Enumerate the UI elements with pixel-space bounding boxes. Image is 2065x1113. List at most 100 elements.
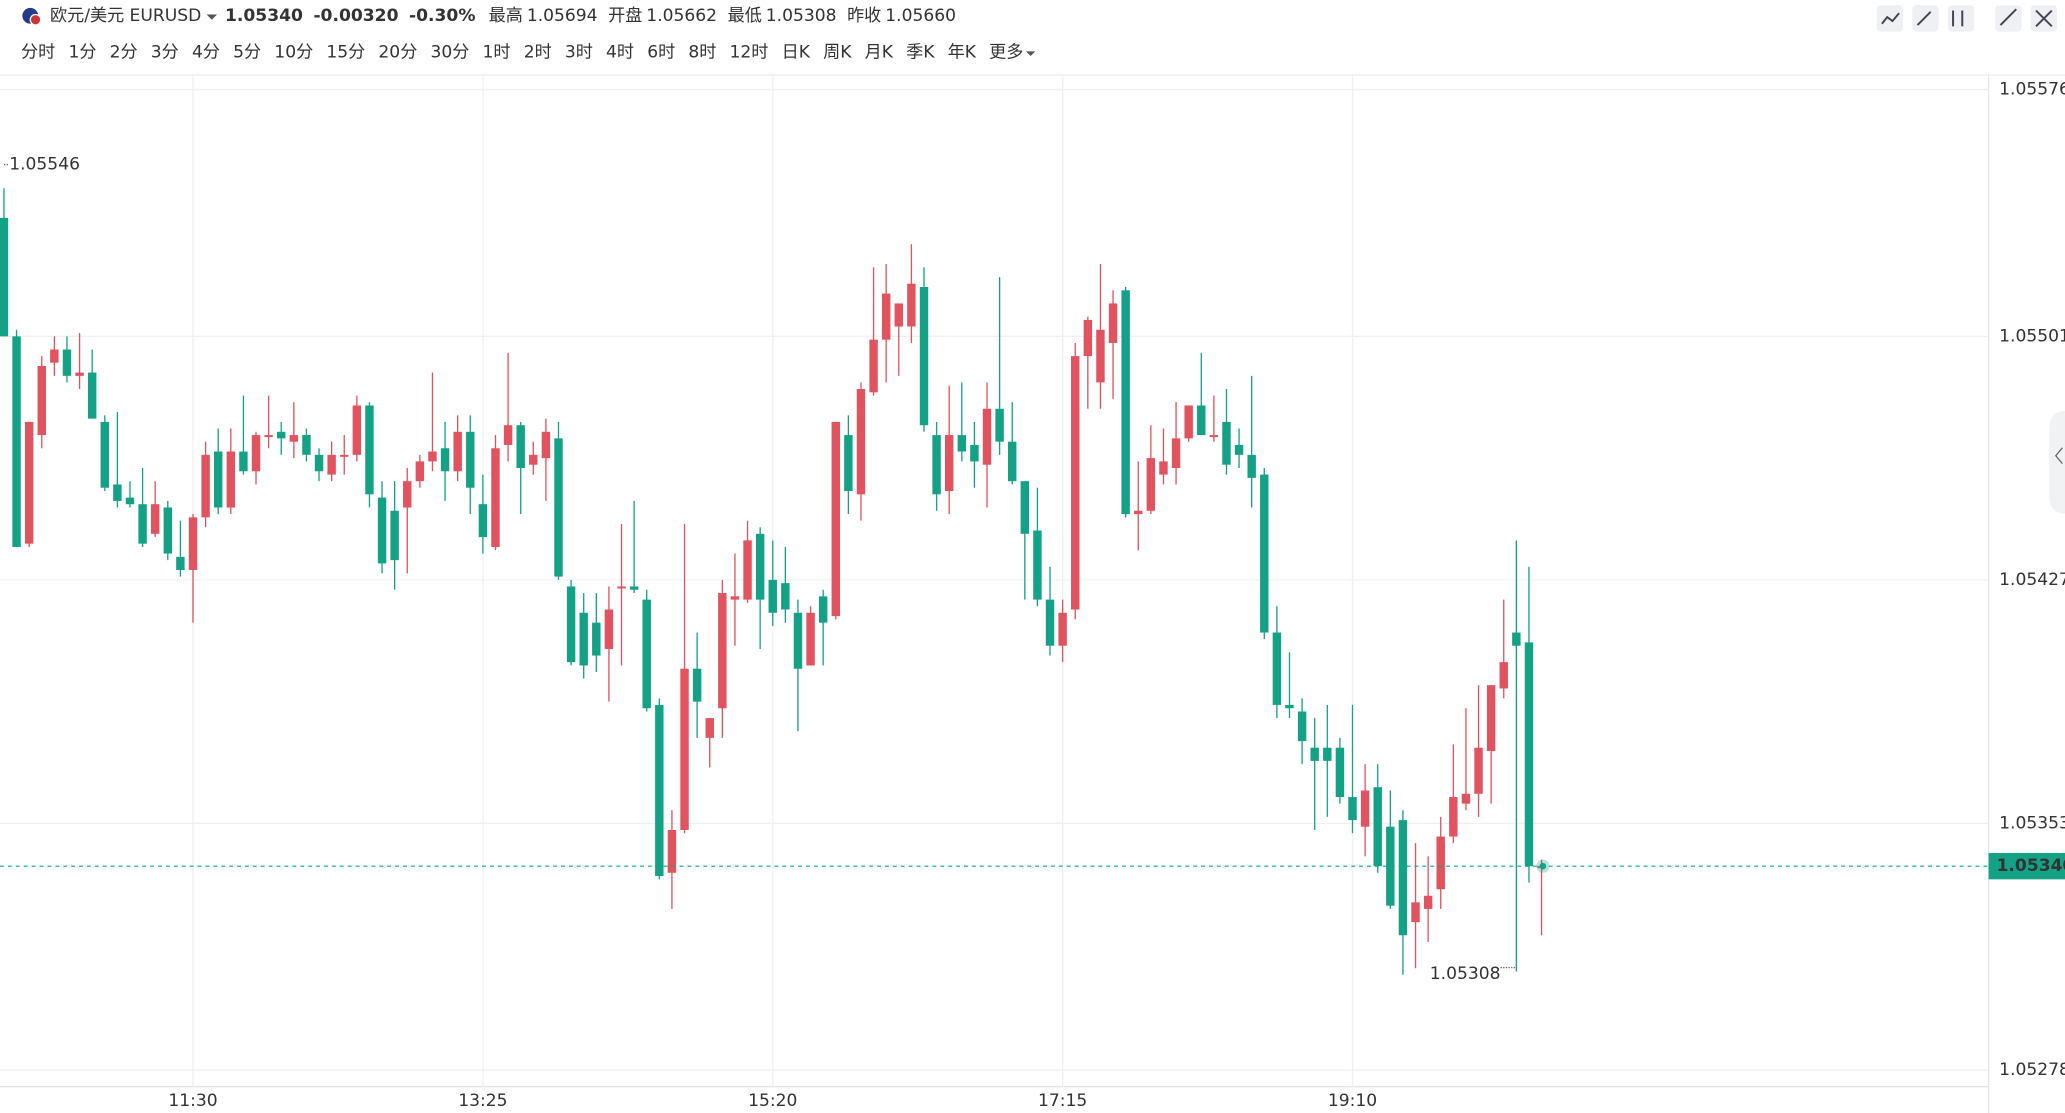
candle-body: [176, 556, 185, 571]
candle-body: [1486, 685, 1496, 751]
candle-body: [1222, 421, 1231, 465]
candle-body: [75, 372, 84, 376]
instrument-name: 欧元/美元: [50, 6, 124, 26]
candle-body: [1360, 790, 1370, 827]
candle-body: [818, 596, 828, 623]
timeframe-tab[interactable]: 月K: [865, 43, 894, 63]
candle-body: [667, 829, 677, 873]
candle-body: [201, 454, 210, 518]
timeframe-tab[interactable]: 分时: [21, 43, 55, 63]
candle-body: [1335, 747, 1345, 798]
timeframe-tab[interactable]: 15分: [326, 43, 365, 63]
candle-body: [1045, 599, 1055, 646]
candle-body: [0, 217, 9, 337]
x-tick-label: 15:20: [748, 1091, 797, 1111]
timeframe-tab[interactable]: 4时: [606, 43, 634, 63]
last-price: 1.05340: [225, 6, 303, 26]
timeframe-tab[interactable]: 周K: [823, 43, 852, 63]
timeframe-tab[interactable]: 10分: [274, 43, 313, 63]
candle-body: [1524, 642, 1534, 867]
x-tick-label: 17:15: [1038, 1091, 1087, 1111]
candle-body: [453, 431, 462, 472]
candle-body: [1285, 704, 1294, 709]
timeframe-tab[interactable]: 2时: [524, 43, 552, 63]
candle-body: [1159, 461, 1168, 475]
candle-body: [125, 497, 135, 505]
candle-body: [970, 444, 979, 462]
candle-body: [226, 451, 236, 508]
timeframe-tab[interactable]: 更多: [989, 43, 1023, 63]
candle-body: [1083, 319, 1093, 357]
candle-body: [995, 408, 1004, 442]
candle-body: [1260, 474, 1269, 633]
timeframe-tab[interactable]: 8时: [688, 43, 716, 63]
candle-body: [1386, 826, 1395, 906]
timeframe-tab[interactable]: 1时: [483, 43, 511, 63]
candle-body: [12, 336, 21, 547]
candle-body: [100, 421, 109, 488]
candle-body: [415, 461, 425, 482]
timeframe-tab[interactable]: 30分: [430, 43, 469, 63]
candle-body: [239, 451, 248, 472]
candle-body: [743, 540, 752, 600]
candle-body: [856, 389, 866, 495]
candle-body: [655, 704, 664, 877]
candle-body: [113, 484, 122, 501]
candle-body: [327, 454, 336, 475]
candle-body: [730, 596, 740, 600]
timeframe-tab[interactable]: 12时: [730, 43, 769, 63]
timeframe-tab[interactable]: 5分: [233, 43, 261, 63]
candle-body: [466, 431, 475, 488]
timeframe-tab[interactable]: 日K: [782, 43, 811, 63]
side-panel-toggle[interactable]: [2049, 410, 2065, 514]
candle-body: [24, 421, 34, 544]
candle-body: [881, 293, 891, 340]
candle-body: [440, 448, 450, 472]
timeframe-tab[interactable]: 6时: [647, 43, 675, 63]
timeframe-tab[interactable]: 3分: [151, 43, 179, 63]
dropdown-arrow: [206, 14, 218, 20]
candle-body: [251, 435, 261, 472]
dropdown-arrow: [1026, 51, 1036, 56]
candle-body: [138, 504, 147, 544]
candle-body: [1197, 405, 1206, 436]
candle-body: [680, 668, 689, 830]
candle-body: [944, 435, 954, 492]
candle-body: [629, 586, 639, 590]
timeframe-tab[interactable]: 1分: [68, 43, 96, 63]
candle-body: [340, 454, 349, 457]
tool-button[interactable]: [1947, 5, 1975, 32]
tool-icon: [1881, 8, 2053, 28]
timeframe-tab[interactable]: 2分: [110, 43, 138, 63]
y-tick-label: 1.05576: [1999, 80, 2065, 100]
stat-value: 1.05308: [766, 6, 837, 26]
candle-body: [390, 510, 399, 561]
candle-body: [403, 481, 412, 508]
timeframe-tab[interactable]: 20分: [378, 43, 417, 63]
candle-body: [806, 612, 815, 666]
timeframe-tab[interactable]: 3时: [565, 43, 593, 63]
candle-body: [1512, 632, 1521, 646]
candle-body: [50, 349, 59, 363]
candle-body: [718, 593, 727, 709]
timeframe-tab[interactable]: 季K: [906, 43, 935, 63]
candle-body: [163, 507, 173, 554]
candle-body: [1373, 787, 1382, 867]
timeframe-tab[interactable]: 4分: [192, 43, 220, 63]
candle-body: [869, 339, 878, 393]
candle-body: [1323, 747, 1332, 761]
candle-body: [781, 583, 790, 610]
candle-body: [541, 431, 551, 459]
candle-body: [1008, 441, 1017, 482]
timeframe-tab[interactable]: 年K: [948, 43, 977, 63]
candle-body: [1209, 435, 1219, 438]
y-tick-label: 1.05278: [1999, 1060, 2065, 1080]
stat-label: 昨收: [847, 6, 881, 26]
candle-body: [1499, 662, 1508, 689]
toolbar: [1876, 5, 2058, 32]
candle-body: [957, 435, 967, 452]
y-tick-label: 1.05501: [1999, 326, 2065, 346]
y-tick-label: 1.05427: [1999, 570, 2065, 590]
candle-body: [1121, 290, 1130, 515]
